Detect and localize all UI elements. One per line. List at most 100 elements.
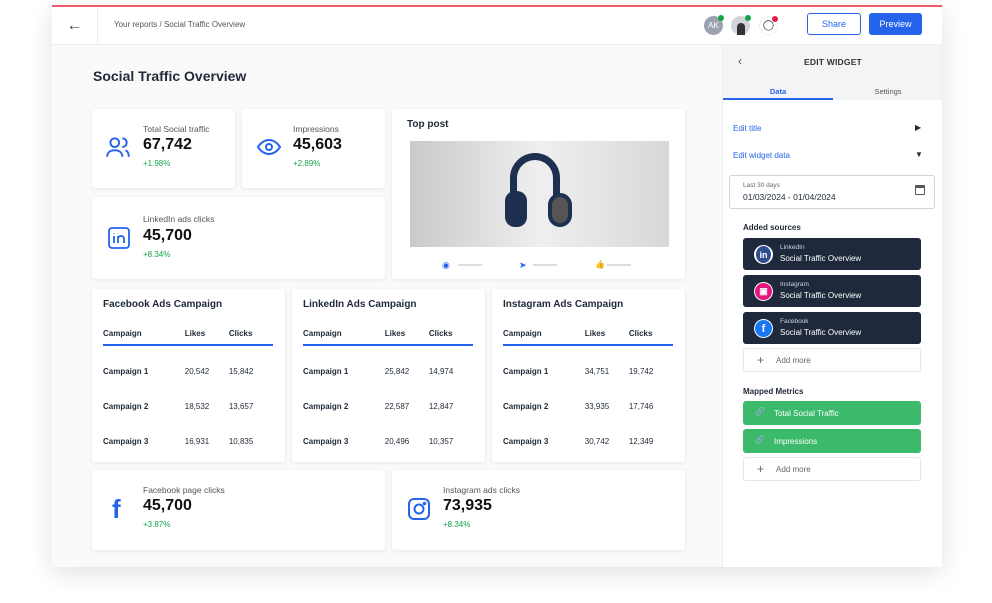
post-image[interactable]: [410, 141, 669, 247]
campaign-table-widget[interactable]: Instagram Ads Campaign Campaign Likes Click…: [492, 289, 685, 462]
column-header: Likes: [584, 329, 629, 346]
metric-total-social-traffic[interactable]: 🔗 Total Social Traffic: [743, 401, 921, 425]
column-header: Clicks: [428, 329, 473, 346]
breadcrumb[interactable]: Your reports / Social Traffic Overview: [114, 20, 246, 29]
back-arrow-icon[interactable]: ←: [52, 7, 98, 45]
table-cell: Campaign 2: [503, 401, 549, 411]
headphones-cup: [548, 193, 572, 227]
table-cell: 18,532: [184, 401, 210, 411]
source-facebook[interactable]: f Facebook Social Traffic Overview: [743, 312, 921, 344]
source-instagram[interactable]: ▣ Instagram Social Traffic Overview: [743, 275, 921, 307]
widget-title: Facebook Ads Campaign: [103, 299, 223, 310]
source-name: Facebook: [780, 318, 809, 325]
link-icon: 🔗: [755, 435, 765, 444]
edit-widget-data-link[interactable]: Edit widget data: [733, 151, 790, 160]
table-cell: 13,657: [228, 401, 254, 411]
added-sources-title: Added sources: [743, 223, 801, 232]
add-source-button[interactable]: + Add more: [743, 348, 921, 372]
avatar[interactable]: AK: [704, 15, 724, 35]
kpi-value: 67,742: [143, 136, 192, 153]
edit-title-link[interactable]: Edit title: [733, 124, 762, 133]
column-header: Likes: [184, 329, 229, 346]
kpi-value: 45,700: [143, 497, 192, 514]
instagram-logo-icon: ▣: [755, 283, 772, 300]
add-metric-button[interactable]: + Add more: [743, 457, 921, 481]
table-row: Campaign 2 33,935 17,746: [503, 380, 673, 415]
online-dot: [718, 15, 724, 21]
user-photo-avatar[interactable]: [731, 15, 751, 35]
metric-impressions[interactable]: 🔗 Impressions: [743, 429, 921, 453]
add-more-label: Add more: [776, 356, 811, 365]
source-report: Social Traffic Overview: [780, 328, 862, 337]
linkedin-icon: [108, 227, 130, 249]
kpi-facebook-page-clicks[interactable]: f Facebook page clicks 45,700 +3.87%: [92, 470, 385, 550]
preview-button[interactable]: Preview: [869, 13, 922, 35]
kpi-label: Facebook page clicks: [143, 485, 225, 495]
table-cell: Campaign 2: [103, 401, 149, 411]
column-header: Clicks: [228, 329, 273, 346]
kpi-delta: +1.98%: [143, 159, 171, 168]
date-range-label: Last 30 days: [743, 182, 780, 189]
kpi-label: Total Social traffic: [143, 124, 210, 134]
tab-settings[interactable]: Settings: [874, 87, 902, 96]
campaign-table-widget[interactable]: LinkedIn Ads Campaign Campaign Likes Clicks…: [292, 289, 485, 462]
table-cell: 30,742: [584, 436, 610, 446]
comment-icon[interactable]: ◯: [759, 16, 778, 35]
instagram-icon: [408, 498, 430, 520]
table-cell: 25,842: [384, 367, 410, 376]
metric-label: Total Social Traffic: [774, 409, 839, 418]
kpi-value: 45,603: [293, 136, 342, 153]
kpi-impressions[interactable]: Impressions 45,603 +2.89%: [242, 109, 385, 188]
widget-title: LinkedIn Ads Campaign: [303, 299, 417, 310]
user-silhouette: [736, 22, 745, 35]
kpi-delta: +8.34%: [443, 520, 471, 529]
eye-icon: [256, 138, 282, 156]
source-report: Social Traffic Overview: [780, 254, 862, 263]
caret-right-icon[interactable]: ▶: [915, 123, 922, 132]
add-more-label: Add more: [776, 465, 811, 474]
campaign-table: Campaign Likes Clicks Campaign 1 20,542 15,84…: [103, 329, 273, 450]
table-cell: Campaign 2: [303, 401, 349, 411]
users-icon: [106, 137, 130, 157]
kpi-label: Instagram ads clicks: [443, 485, 520, 495]
panel-back-chevron-icon[interactable]: ‹: [738, 54, 742, 68]
table-cell: Campaign 1: [503, 367, 549, 376]
widget-title: Top post: [407, 119, 449, 130]
avatar-initials: AK: [708, 21, 719, 30]
column-header: Campaign: [103, 329, 185, 346]
views-icon: ◉: [442, 260, 450, 270]
headphones-cup: [505, 191, 527, 227]
kpi-linkedin-ads-clicks[interactable]: LinkedIn ads clicks 45,700 +8.34%: [92, 197, 385, 279]
kpi-total-social-traffic[interactable]: Total Social traffic 67,742 +1.98%: [92, 109, 235, 188]
kpi-label: Impressions: [293, 124, 339, 134]
metric-label: Impressions: [774, 437, 818, 446]
linkedin-logo-icon: in: [756, 246, 771, 263]
share-button[interactable]: Share: [807, 13, 861, 35]
table-row: Campaign 1 25,842 14,974: [303, 345, 473, 380]
kpi-instagram-ads-clicks[interactable]: Instagram ads clicks 73,935 +8.34%: [392, 470, 685, 550]
table-cell: 20,496: [384, 436, 410, 446]
campaign-table: Campaign Likes Clicks Campaign 1 25,842 14,97…: [303, 329, 473, 450]
table-cell: 15,842: [228, 367, 254, 376]
plus-icon: +: [757, 462, 765, 476]
top-post-widget[interactable]: Top post ◉ ➤ 👍: [392, 109, 685, 279]
caret-down-icon[interactable]: ▼: [915, 150, 923, 159]
shares-icon: ➤: [519, 260, 527, 270]
table-cell: 17,746: [628, 401, 654, 411]
header: ← Your reports / Social Traffic Overview…: [52, 7, 942, 45]
campaign-table-widget[interactable]: Facebook Ads Campaign Campaign Likes Clicks…: [92, 289, 285, 462]
table-cell: 19,742: [628, 367, 654, 376]
date-range-value: 01/03/2024 - 01/04/2024: [743, 192, 836, 202]
campaign-table: Campaign Likes Clicks Campaign 1 34,751 19,74…: [503, 329, 673, 450]
likes-bar: [607, 264, 631, 266]
calendar-icon[interactable]: [915, 185, 925, 195]
headphones-band: [510, 153, 560, 201]
table-header: Campaign Likes Clicks: [303, 329, 473, 346]
source-linkedin[interactable]: in LinkedIn Social Traffic Overview: [743, 238, 921, 270]
active-tab-indicator: [723, 98, 833, 100]
column-header: Likes: [384, 329, 429, 346]
tab-data[interactable]: Data: [769, 87, 787, 96]
page-title: Social Traffic Overview: [93, 68, 247, 84]
date-range-picker[interactable]: Last 30 days 01/03/2024 - 01/04/2024: [729, 175, 935, 209]
column-header: Campaign: [303, 329, 385, 346]
